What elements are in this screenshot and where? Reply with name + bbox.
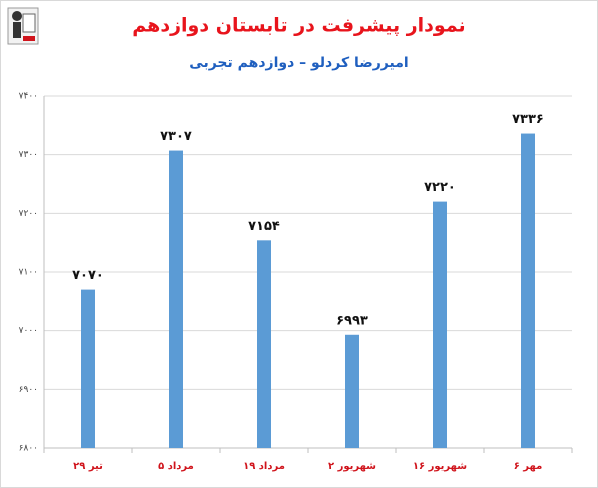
value-label: ۷۱۵۴ xyxy=(248,219,280,234)
x-tick-label: ۲ شهریور xyxy=(328,461,376,472)
y-tick-label: ۷۴۰۰ xyxy=(19,92,38,102)
y-tick-label: ۷۲۰۰ xyxy=(19,209,38,219)
x-tick-label: ۱۶ شهریور xyxy=(413,461,467,472)
y-tick-label: ۶۸۰۰ xyxy=(19,444,38,454)
x-tick-label: ۶ مهر xyxy=(514,461,543,472)
chart-title: نمودار پیشرفت در تابستان دوازدهم xyxy=(132,15,465,37)
y-tick-label: ۷۳۰۰ xyxy=(19,150,38,160)
y-tick-label: ۶۹۰۰ xyxy=(19,385,38,395)
value-label: ۷۳۳۶ xyxy=(512,112,544,127)
x-tick-label: ۱۹ مرداد xyxy=(243,461,285,472)
value-label: ۷۲۲۰ xyxy=(424,180,456,195)
x-tick-label: ۵ مرداد xyxy=(158,461,194,472)
logo xyxy=(7,7,39,45)
value-label: ۷۳۰۷ xyxy=(160,129,192,144)
x-tick-label: ۲۹ تیر xyxy=(73,461,103,472)
bar xyxy=(257,240,271,448)
bar xyxy=(345,334,359,448)
y-tick-label: ۷۱۰۰ xyxy=(19,268,38,278)
bar xyxy=(81,289,95,448)
bar xyxy=(521,133,535,448)
chart-subtitle: امیررضا کردلو – دوازدهم تجربی xyxy=(189,55,408,71)
value-label: ۶۹۹۳ xyxy=(336,313,368,328)
value-label: ۷۰۷۰ xyxy=(72,268,104,283)
y-tick-label: ۷۰۰۰ xyxy=(19,326,38,336)
bar xyxy=(169,150,183,448)
bar xyxy=(433,201,447,448)
